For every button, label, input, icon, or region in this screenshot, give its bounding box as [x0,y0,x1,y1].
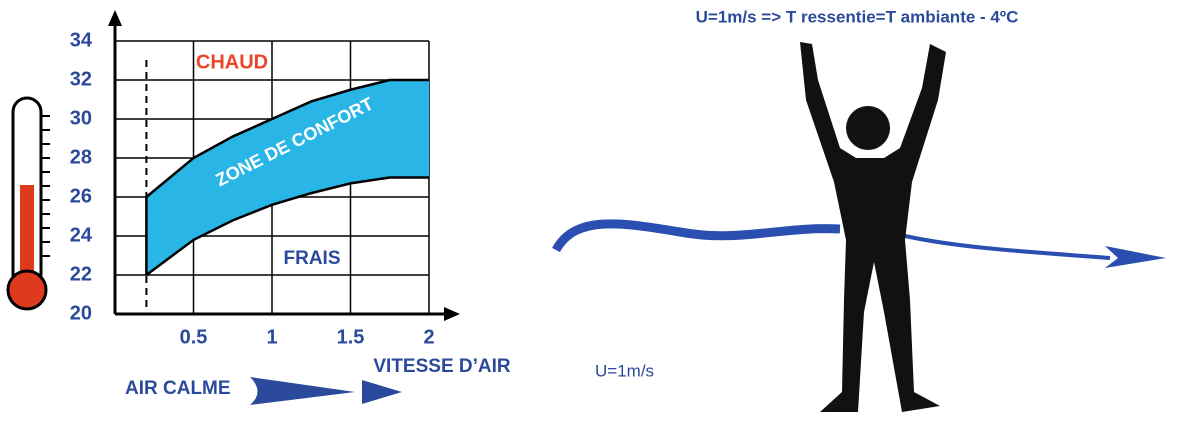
hot-label: CHAUD [196,51,268,73]
y-tick-label: 28 [70,146,92,168]
axes [108,10,460,321]
speed-note: U=1m/s [595,361,654,380]
x-tick-label: 0.5 [180,326,208,348]
y-tick-label: 24 [70,224,93,246]
high-edge [145,78,429,198]
comfort-band [146,80,429,275]
person-silhouette [800,42,946,412]
speed-arrows [250,377,402,405]
thermometer [6,96,50,311]
y-tick-label: 20 [70,302,92,324]
cool-label: FRAIS [284,248,341,269]
low-edge [145,176,429,277]
wind-stream [552,219,1166,268]
title: U=1m/s => T ressentie=T ambiante - 4ºC [696,7,1019,26]
calm-label: AIR CALME [125,378,231,399]
y-tick-label: 32 [70,68,92,90]
y-tick-label: 22 [70,263,92,285]
x-tick-label: 1.5 [337,326,365,348]
y-tick-label: 26 [70,185,92,207]
y-tick-label: 34 [70,29,93,51]
speed-axis-label: VITESSE D’AIR [373,356,511,377]
y-tick-label: 30 [70,107,92,129]
x-tick-label: 2 [423,326,434,348]
x-tick-label: 1 [266,326,277,348]
